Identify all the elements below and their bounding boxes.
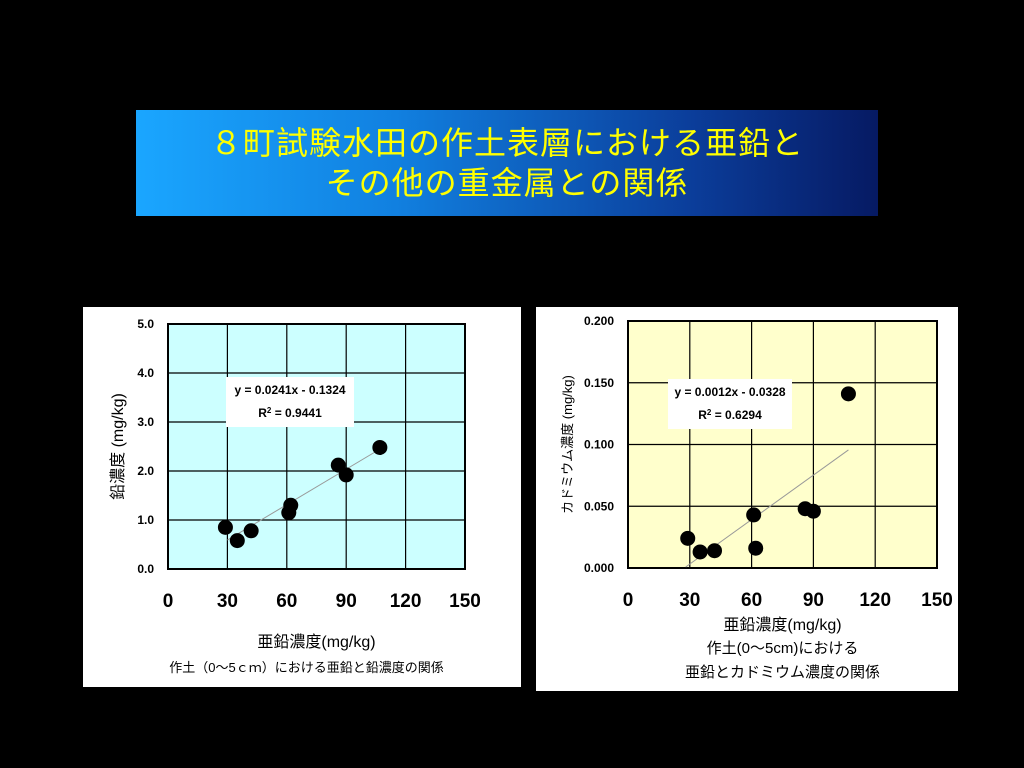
cadmium-chart: 0 30 60 90 120 150 0.000 0.050 0.100 0.150 0.200 y … [560,314,953,681]
data-point [746,507,762,523]
data-point [680,530,696,546]
x-axis-label: 亜鉛濃度(mg/kg) [723,616,841,634]
y-tick-label: 1.0 [137,513,154,527]
plot-border [627,320,938,569]
cadmium-chart-panel: 0 30 60 90 120 150 0.000 0.050 0.100 0.150 0.200 y … [536,307,958,691]
x-tick-label: 150 [921,590,953,611]
y-tick-label: 0.200 [584,314,614,328]
slide-title-line1: ８町試験水田の作土表層における亜鉛と [209,124,804,162]
y-tick-label: 3.0 [137,415,154,429]
r-squared-label: R2 = 0.6294 [698,408,762,423]
x-axis-label: 亜鉛濃度(mg/kg) [257,633,375,651]
data-point [338,467,354,483]
chart-caption-line2: 亜鉛とカドミウム濃度の関係 [685,664,880,681]
data-point [372,439,388,455]
x-tick-label: 120 [859,590,891,611]
y-tick-label: 0.150 [584,376,614,390]
data-point [692,544,708,560]
x-tick-label: 90 [803,590,824,611]
y-tick-label: 0.000 [584,561,614,575]
x-tick-label: 60 [276,591,297,612]
data-point [840,386,856,402]
x-tick-label: 30 [679,590,700,611]
slide-title: ８町試験水田の作土表層における亜鉛と その他の重金属との関係 [136,110,878,216]
chart-caption-line1: 作土(0～5cm)における [707,640,859,657]
y-axis-label: カドミウム濃度 (mg/kg) [560,375,575,514]
lead-chart-panel: 0 30 60 90 120 150 0.0 1.0 2.0 3.0 4.0 5.0 y = 0.024… [83,307,521,687]
x-tick-label: 120 [390,591,422,612]
x-tick-label: 150 [449,591,481,612]
y-axis-label: 鉛濃度 (mg/kg) [109,393,127,500]
lead-chart: 0 30 60 90 120 150 0.0 1.0 2.0 3.0 4.0 5.0 y = 0.024… [109,317,481,675]
data-point [748,540,764,556]
data-point [707,543,723,559]
chart-caption: 作土（0～5ｃｍ）における亜鉛と鉛濃度の関係 [169,660,443,675]
plot-border [167,323,466,570]
x-tick-label: 90 [336,591,357,612]
y-tick-label: 2.0 [137,464,154,478]
y-tick-label: 0.0 [137,562,154,576]
r-squared-label: R2 = 0.9441 [258,406,322,421]
y-tick-label: 0.050 [584,499,614,513]
y-tick-label: 5.0 [137,317,154,331]
data-point [283,497,299,513]
x-tick-label: 60 [741,590,762,611]
equation-label: y = 0.0012x - 0.0328 [674,385,785,399]
equation-box [668,379,792,429]
data-point [229,533,245,549]
y-tick-label: 0.100 [584,438,614,452]
slide-title-line2: その他の重金属との関係 [325,164,689,202]
data-point [243,523,259,539]
data-point [217,519,233,535]
x-tick-label: 0 [623,590,634,611]
data-point [805,503,821,519]
equation-box [226,377,354,427]
x-tick-label: 0 [163,591,174,612]
x-tick-label: 30 [217,591,238,612]
y-tick-label: 4.0 [137,366,154,380]
plot-area [168,324,465,569]
equation-label: y = 0.0241x - 0.1324 [234,383,345,397]
